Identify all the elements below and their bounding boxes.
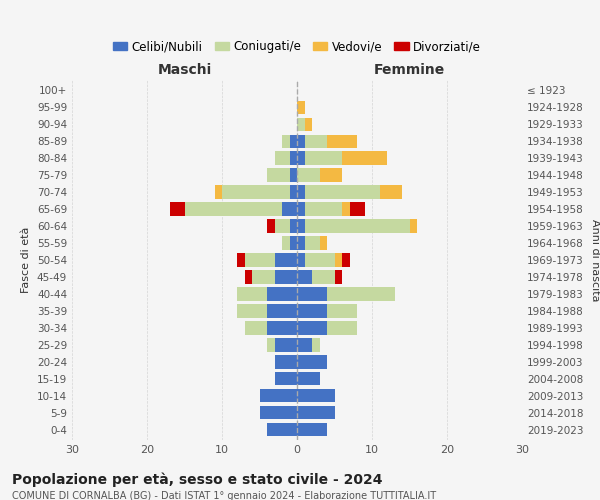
Bar — [297, 236, 305, 250]
Bar — [237, 304, 267, 318]
Bar — [349, 202, 365, 215]
Bar — [237, 254, 245, 266]
Bar — [327, 322, 357, 334]
Bar — [297, 254, 305, 266]
Bar — [342, 254, 349, 266]
Bar — [297, 372, 320, 386]
Bar — [297, 406, 335, 419]
Bar — [297, 270, 312, 283]
Bar — [245, 254, 275, 266]
Bar — [305, 220, 409, 232]
Bar — [170, 202, 185, 215]
Bar — [267, 338, 275, 351]
Bar — [267, 304, 297, 318]
Bar — [267, 220, 275, 232]
Text: Femmine: Femmine — [374, 62, 445, 76]
Bar — [297, 423, 327, 436]
Bar — [305, 186, 380, 198]
Bar — [305, 134, 327, 148]
Bar — [275, 152, 290, 164]
Bar — [282, 202, 297, 215]
Bar — [342, 152, 387, 164]
Text: Popolazione per età, sesso e stato civile - 2024: Popolazione per età, sesso e stato civil… — [12, 472, 383, 487]
Bar — [335, 270, 342, 283]
Bar — [237, 288, 267, 300]
Text: Maschi: Maschi — [157, 62, 212, 76]
Bar — [245, 322, 267, 334]
Bar — [305, 118, 312, 131]
Bar — [297, 100, 305, 114]
Bar — [275, 220, 290, 232]
Bar — [297, 338, 312, 351]
Legend: Celibi/Nubili, Coniugati/e, Vedovi/e, Divorziati/e: Celibi/Nubili, Coniugati/e, Vedovi/e, Di… — [108, 36, 486, 58]
Bar — [297, 118, 305, 131]
Bar — [267, 322, 297, 334]
Bar — [342, 202, 349, 215]
Bar — [297, 202, 305, 215]
Bar — [305, 236, 320, 250]
Bar — [297, 152, 305, 164]
Bar — [267, 288, 297, 300]
Bar — [290, 236, 297, 250]
Bar — [275, 254, 297, 266]
Bar — [327, 134, 357, 148]
Bar — [275, 356, 297, 368]
Bar — [312, 338, 320, 351]
Bar — [245, 270, 252, 283]
Bar — [260, 389, 297, 402]
Bar — [222, 186, 290, 198]
Bar — [335, 254, 342, 266]
Bar — [297, 389, 335, 402]
Y-axis label: Anni di nascita: Anni di nascita — [590, 219, 600, 301]
Bar — [297, 304, 327, 318]
Bar — [297, 288, 327, 300]
Text: COMUNE DI CORNALBA (BG) - Dati ISTAT 1° gennaio 2024 - Elaborazione TUTTITALIA.I: COMUNE DI CORNALBA (BG) - Dati ISTAT 1° … — [12, 491, 436, 500]
Bar — [380, 186, 402, 198]
Bar — [185, 202, 282, 215]
Bar — [290, 220, 297, 232]
Bar — [282, 236, 290, 250]
Bar — [275, 372, 297, 386]
Bar — [297, 322, 327, 334]
Bar — [290, 134, 297, 148]
Bar — [305, 152, 342, 164]
Bar — [275, 270, 297, 283]
Bar — [409, 220, 417, 232]
Bar — [267, 168, 290, 181]
Bar — [297, 186, 305, 198]
Bar — [297, 356, 327, 368]
Bar — [290, 186, 297, 198]
Bar — [290, 152, 297, 164]
Bar — [320, 168, 342, 181]
Bar — [215, 186, 222, 198]
Bar — [297, 168, 320, 181]
Bar — [312, 270, 335, 283]
Bar — [290, 168, 297, 181]
Bar — [327, 304, 357, 318]
Bar — [252, 270, 275, 283]
Y-axis label: Fasce di età: Fasce di età — [22, 227, 31, 293]
Bar — [297, 220, 305, 232]
Bar — [275, 338, 297, 351]
Bar — [297, 134, 305, 148]
Bar — [320, 236, 327, 250]
Bar — [305, 202, 342, 215]
Bar — [305, 254, 335, 266]
Bar — [260, 406, 297, 419]
Bar — [327, 288, 395, 300]
Bar — [267, 423, 297, 436]
Bar — [282, 134, 290, 148]
